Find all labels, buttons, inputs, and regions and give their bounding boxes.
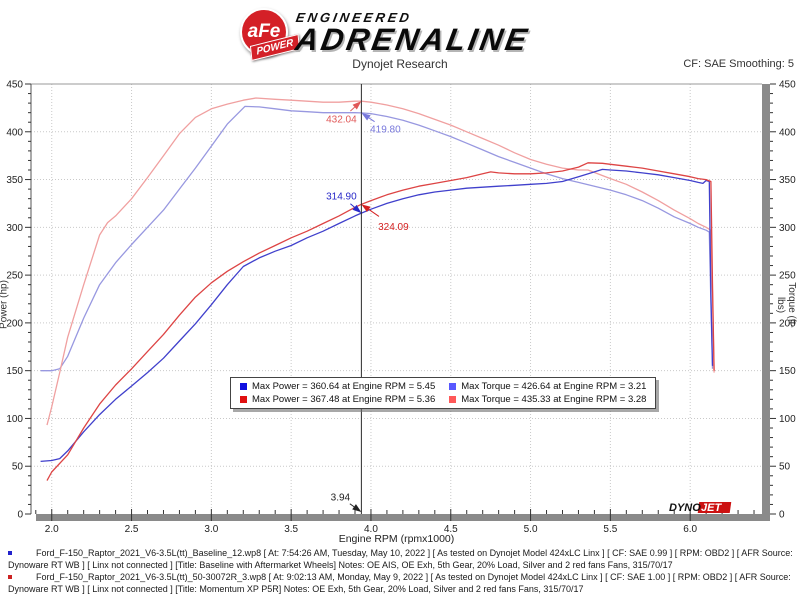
afe-power-logo: aFe POWER ENGINEERED ADRENALINE	[238, 6, 608, 62]
chart-subtitle: Dynojet Research	[352, 57, 448, 71]
baseline-bullet-icon	[8, 551, 12, 555]
run-note-baseline: Ford_F-150_Raptor_2021_V6-3.5L(tt)_Basel…	[8, 548, 796, 571]
y-tick-label-left: 50	[12, 462, 24, 473]
y-tick-label-right: 400	[779, 127, 796, 138]
y-tick-label-right: 200	[779, 318, 796, 329]
annotation-arrow-line	[368, 209, 380, 217]
annotation-arrow-line	[350, 106, 356, 112]
legend-row-baseline-power: Max Power = 360.64 at Engine RPM = 5.45	[240, 381, 435, 392]
legend-label: Max Torque = 435.33 at Engine RPM = 3.28	[461, 394, 647, 405]
annotation-arrow-head	[352, 101, 362, 110]
dynojet-watermark-bg	[697, 502, 732, 513]
annotation-value-label: 419.80	[370, 124, 401, 135]
curve-intake-torque	[46, 97, 715, 426]
smoothing-setting: CF: SAE Smoothing: 5	[683, 58, 794, 70]
x-tick-label: 2.0	[45, 524, 59, 535]
annotation-arrow-head	[361, 112, 371, 121]
y-tick-label-left: 100	[6, 414, 23, 425]
annotation-value-label: 3.94	[331, 493, 351, 504]
annotation-arrow-head	[361, 204, 371, 213]
dynojet-watermark-text: JET	[701, 502, 722, 514]
y-tick-label-right: 100	[779, 414, 796, 425]
x-tick-label: 4.0	[364, 524, 378, 535]
run-note-text: Ford_F-150_Raptor_2021_V6-3.5L(tt)_Basel…	[8, 548, 793, 570]
legend-row-intake-torque: Max Torque = 435.33 at Engine RPM = 3.28	[449, 394, 646, 405]
y-tick-label-left: 250	[6, 271, 23, 282]
y-tick-label-right: 450	[779, 80, 796, 91]
baseline-torque-marker-icon	[449, 383, 457, 390]
x-tick-label: 3.0	[204, 524, 218, 535]
annotation-arrow-line	[349, 503, 355, 508]
y-tick-label-right: 300	[779, 223, 796, 234]
run-notes: Ford_F-150_Raptor_2021_V6-3.5L(tt)_Basel…	[0, 548, 800, 596]
y-tick-label-right: 50	[779, 462, 791, 473]
y-tick-label-left: 400	[6, 127, 23, 138]
annotation-arrow-head	[352, 504, 362, 512]
legend-box: Max Power = 360.64 at Engine RPM = 5.45 …	[230, 377, 657, 409]
x-tick-label: 5.0	[524, 524, 538, 535]
legend-row-baseline-torque: Max Torque = 426.64 at Engine RPM = 3.21	[449, 381, 646, 392]
intake-power-marker-icon	[240, 396, 247, 403]
legend-label: Max Torque = 426.64 at Engine RPM = 3.21	[461, 381, 647, 392]
y-tick-label-left: 300	[6, 223, 23, 234]
y-tick-label-right: 350	[779, 175, 796, 186]
x-tick-label: 3.5	[284, 524, 298, 535]
annotation-value-label: 432.04	[326, 115, 357, 126]
run-note-text: Ford_F-150_Raptor_2021_V6-3.5L(tt)_50-30…	[8, 572, 791, 594]
curve-intake-power	[46, 162, 715, 481]
annotation-value-label: 314.90	[326, 192, 357, 203]
dyno-chart: 2.0 2.5 3.0 3.5 4.0 4.5 5.0 5.5 6.0 0 0 50 50 100 100 1…	[0, 75, 800, 546]
right-axis-title: Torque (ft-lbs)	[775, 282, 797, 328]
legend-torque-column: Max Torque = 426.64 at Engine RPM = 3.21…	[449, 381, 646, 405]
right-axis-bar	[762, 84, 770, 521]
x-axis-title: Engine RPM (rpmx1000)	[338, 533, 455, 545]
annotation-arrow-head	[352, 204, 362, 214]
annotation-value-label: 324.09	[378, 222, 409, 233]
baseline-power-marker-icon	[240, 383, 247, 390]
y-tick-label-right: 150	[779, 366, 796, 377]
y-tick-label-left: 350	[6, 175, 23, 186]
intake-bullet-icon	[8, 575, 12, 579]
annotation-arrow-line	[368, 117, 375, 123]
y-tick-label-right: 250	[779, 271, 796, 282]
intake-torque-marker-icon	[449, 396, 457, 403]
y-tick-label-right: 0	[779, 510, 785, 521]
afe-logo-text: aFe	[247, 21, 281, 42]
left-axis-title: Power (hp)	[0, 280, 10, 329]
y-tick-label-left: 450	[6, 80, 23, 91]
annotation-arrow-line	[350, 203, 355, 208]
x-tick-label: 6.0	[683, 524, 697, 535]
legend-power-column: Max Power = 360.64 at Engine RPM = 5.45 …	[240, 381, 435, 405]
x-tick-label: 4.5	[444, 524, 458, 535]
legend-label: Max Power = 360.64 at Engine RPM = 5.45	[252, 381, 436, 392]
plot-canvas: 2.0 2.5 3.0 3.5 4.0 4.5 5.0 5.5 6.0 0 0 50 50 100 100 1…	[6, 80, 796, 536]
dynojet-watermark-text: DYNO	[669, 502, 701, 514]
logo-wordmark: ENGINEERED ADRENALINE	[293, 10, 532, 58]
x-tick-label: 2.5	[125, 524, 139, 535]
legend-row-intake-power: Max Power = 367.48 at Engine RPM = 5.36	[240, 394, 435, 405]
y-tick-label-left: 200	[6, 318, 23, 329]
legend-label: Max Power = 367.48 at Engine RPM = 5.36	[252, 394, 436, 405]
curve-baseline-power	[40, 168, 714, 463]
bottom-axis-bar	[36, 514, 770, 521]
y-tick-label-left: 150	[6, 366, 23, 377]
x-tick-label: 5.5	[603, 524, 617, 535]
run-note-intake: Ford_F-150_Raptor_2021_V6-3.5L(tt)_50-30…	[8, 572, 796, 595]
curve-baseline-torque	[40, 105, 714, 372]
adrenaline-text: ADRENALINE	[293, 22, 533, 57]
y-tick-label-left: 0	[17, 510, 23, 521]
